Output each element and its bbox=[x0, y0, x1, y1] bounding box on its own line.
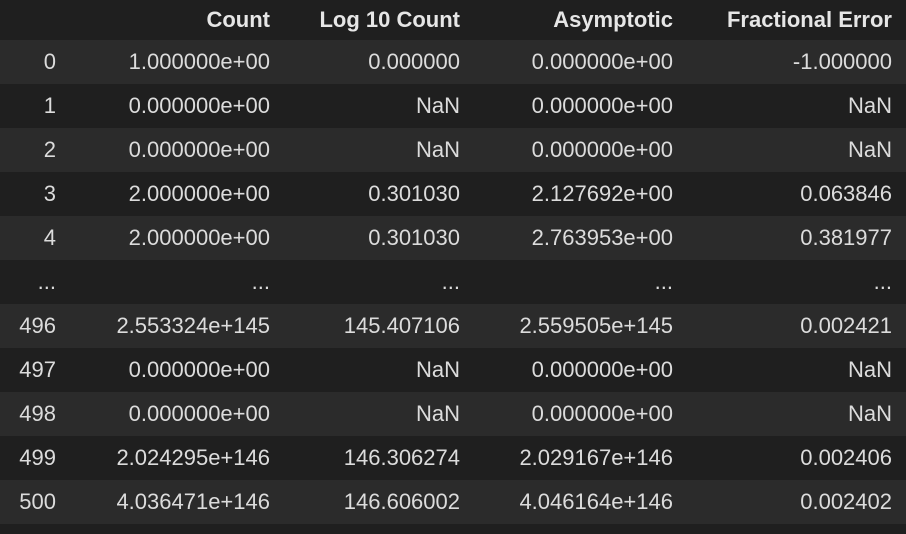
log10-count-cell: 0.301030 bbox=[368, 225, 460, 250]
fractional-error-cell: 0.381977 bbox=[800, 225, 892, 250]
fractional-error-cell: 0.063846 bbox=[800, 181, 892, 206]
header-count: Count bbox=[206, 7, 270, 32]
log10-count-cell: ... bbox=[441, 269, 460, 294]
row-index: 500 bbox=[19, 489, 56, 514]
fractional-error-cell: -1.000000 bbox=[792, 49, 892, 74]
log10-count-cell: NaN bbox=[415, 93, 460, 118]
count-cell: 0.000000e+00 bbox=[128, 93, 270, 118]
asymptotic-cell: 2.559505e+145 bbox=[519, 313, 673, 338]
table-row: 499 2.024295e+146 146.306274 2.029167e+146 0… bbox=[0, 436, 906, 480]
table-row: 496 2.553324e+145 145.407106 2.559505e+145 0… bbox=[0, 304, 906, 348]
fractional-error-cell: 0.002402 bbox=[800, 489, 892, 514]
log10-count-cell: 0.000000 bbox=[368, 49, 460, 74]
log10-count-cell: 146.606002 bbox=[343, 489, 460, 514]
count-cell: 0.000000e+00 bbox=[128, 357, 270, 382]
asymptotic-cell: 0.000000e+00 bbox=[531, 401, 673, 426]
asymptotic-cell: 2.029167e+146 bbox=[519, 445, 673, 470]
asymptotic-cell: 4.046164e+146 bbox=[519, 489, 673, 514]
header-fractional-error: Fractional Error bbox=[726, 7, 892, 32]
row-index: 0 bbox=[43, 49, 56, 74]
fractional-error-cell: NaN bbox=[847, 137, 892, 162]
log10-count-cell: NaN bbox=[415, 137, 460, 162]
row-index: 496 bbox=[19, 313, 56, 338]
table-body: 0 1.000000e+00 0.000000 0.000000e+00 -1.0000… bbox=[0, 40, 906, 524]
count-cell: 4.036471e+146 bbox=[116, 489, 270, 514]
log10-count-cell: 0.301030 bbox=[368, 181, 460, 206]
row-index: 3 bbox=[43, 181, 56, 206]
table-row: 498 0.000000e+00 NaN 0.000000e+00 NaN bbox=[0, 392, 906, 436]
table-row: 500 4.036471e+146 146.606002 4.046164e+146 0… bbox=[0, 480, 906, 524]
count-cell: 2.024295e+146 bbox=[116, 445, 270, 470]
row-index: 4 bbox=[43, 225, 56, 250]
row-index: 497 bbox=[19, 357, 56, 382]
header-index bbox=[0, 0, 70, 40]
count-cell: 0.000000e+00 bbox=[128, 401, 270, 426]
row-index: 1 bbox=[43, 93, 56, 118]
count-cell: ... bbox=[251, 269, 270, 294]
row-index: ... bbox=[37, 269, 56, 294]
table-row: 497 0.000000e+00 NaN 0.000000e+00 NaN bbox=[0, 348, 906, 392]
count-cell: 2.000000e+00 bbox=[128, 225, 270, 250]
table-row: 4 2.000000e+00 0.301030 2.763953e+00 0.38197… bbox=[0, 216, 906, 260]
log10-count-cell: 146.306274 bbox=[343, 445, 460, 470]
header-asymptotic: Asymptotic bbox=[553, 7, 673, 32]
table-row: 3 2.000000e+00 0.301030 2.127692e+00 0.06384… bbox=[0, 172, 906, 216]
log10-count-cell: NaN bbox=[415, 401, 460, 426]
count-cell: 2.000000e+00 bbox=[128, 181, 270, 206]
table-header: Count Log 10 Count Asymptotic Fractional… bbox=[0, 0, 906, 40]
count-cell: 0.000000e+00 bbox=[128, 137, 270, 162]
log10-count-cell: NaN bbox=[415, 357, 460, 382]
log10-count-cell: 145.407106 bbox=[343, 313, 460, 338]
asymptotic-cell: 0.000000e+00 bbox=[531, 137, 673, 162]
row-index: 498 bbox=[19, 401, 56, 426]
header-row: Count Log 10 Count Asymptotic Fractional… bbox=[0, 0, 906, 40]
asymptotic-cell: 0.000000e+00 bbox=[531, 357, 673, 382]
fractional-error-cell: NaN bbox=[847, 93, 892, 118]
asymptotic-cell: ... bbox=[654, 269, 673, 294]
table-row: 2 0.000000e+00 NaN 0.000000e+00 NaN bbox=[0, 128, 906, 172]
table-row: 1 0.000000e+00 NaN 0.000000e+00 NaN bbox=[0, 84, 906, 128]
count-cell: 1.000000e+00 bbox=[128, 49, 270, 74]
asymptotic-cell: 0.000000e+00 bbox=[531, 49, 673, 74]
asymptotic-cell: 0.000000e+00 bbox=[531, 93, 673, 118]
asymptotic-cell: 2.763953e+00 bbox=[531, 225, 673, 250]
header-log10-count: Log 10 Count bbox=[319, 7, 460, 32]
fractional-error-cell: ... bbox=[873, 269, 892, 294]
asymptotic-cell: 2.127692e+00 bbox=[531, 181, 673, 206]
table-row: ............... bbox=[0, 260, 906, 304]
row-index: 2 bbox=[43, 137, 56, 162]
fractional-error-cell: 0.002406 bbox=[800, 445, 892, 470]
row-index: 499 bbox=[19, 445, 56, 470]
fractional-error-cell: NaN bbox=[847, 357, 892, 382]
fractional-error-cell: 0.002421 bbox=[800, 313, 892, 338]
fractional-error-cell: NaN bbox=[847, 401, 892, 426]
table-row: 0 1.000000e+00 0.000000 0.000000e+00 -1.0000… bbox=[0, 40, 906, 84]
count-cell: 2.553324e+145 bbox=[116, 313, 270, 338]
